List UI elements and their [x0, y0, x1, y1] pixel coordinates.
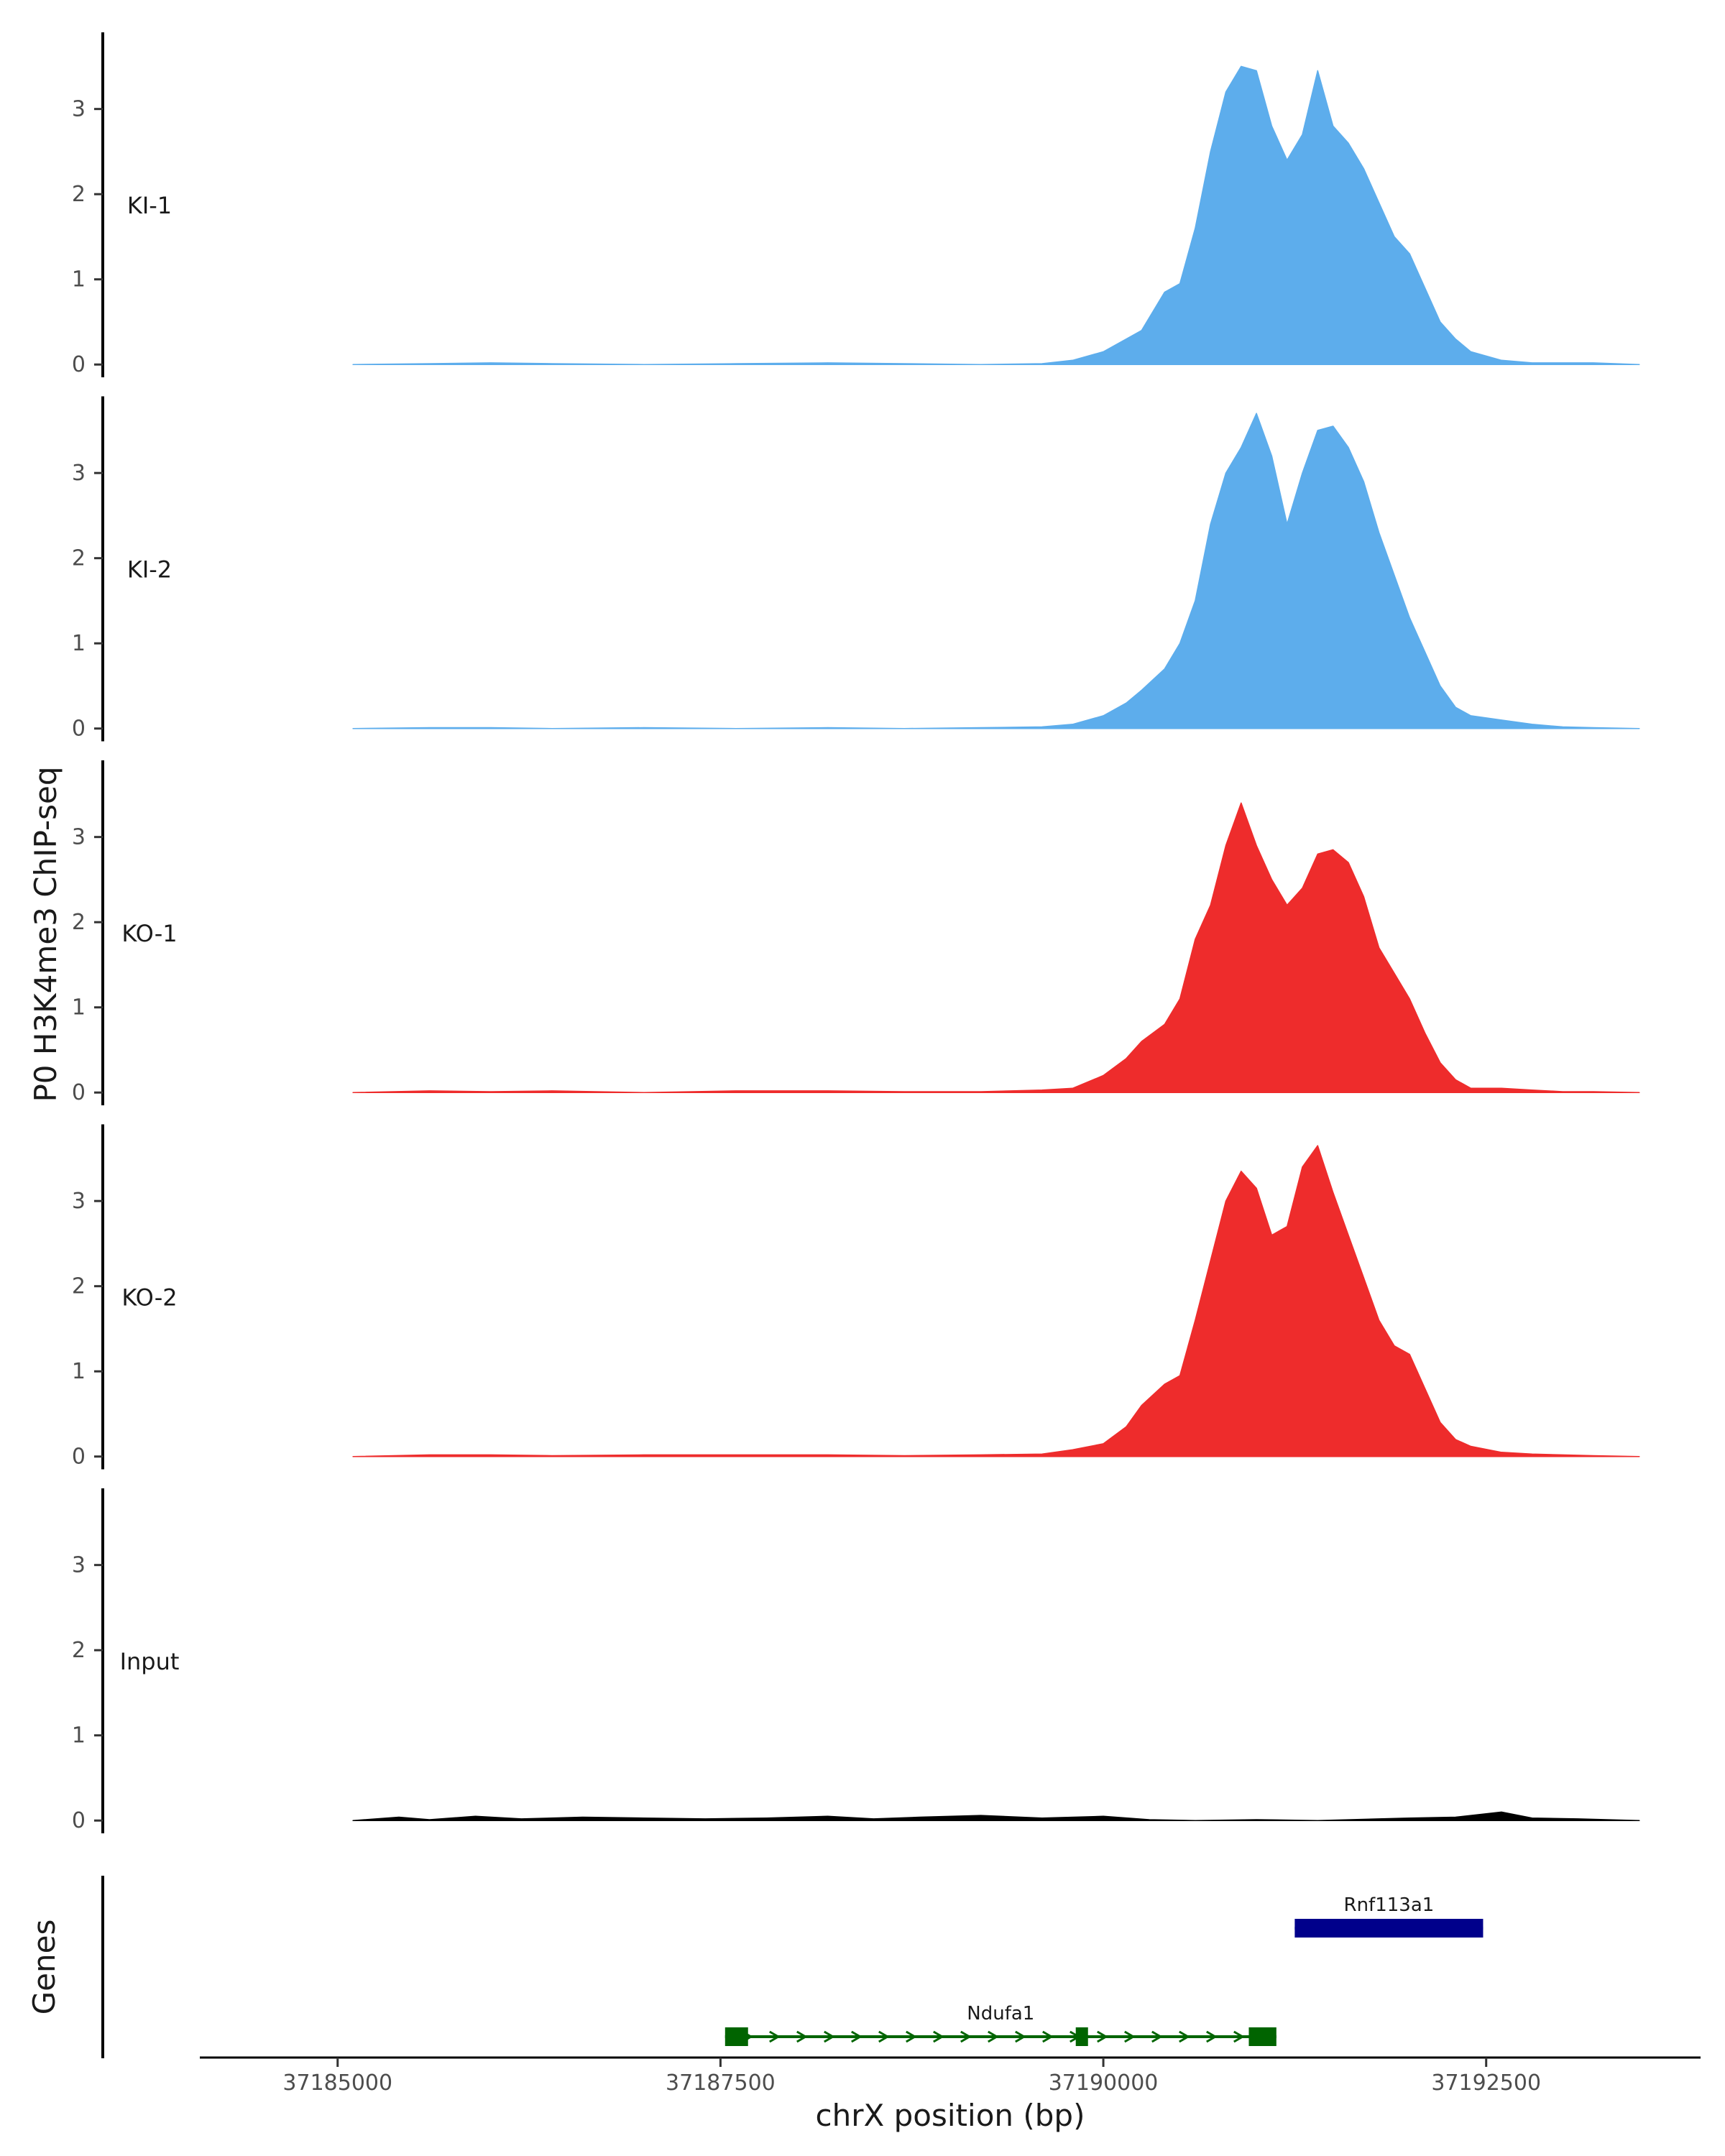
gene-rnf113a1: Rnf113a1 [1294, 1894, 1484, 1938]
y-tick-label: 0 [72, 1808, 86, 1833]
genes-track: Genes Rnf113a1 Ndufa1 [27, 1876, 1484, 2058]
strand-chevron [769, 2030, 781, 2043]
strand-chevron [960, 2030, 972, 2043]
y-tick-label: 0 [72, 1080, 86, 1105]
genes-track-label: Genes [27, 1920, 62, 2015]
track-label: KI-2 [127, 556, 172, 584]
strand-chevron [1179, 2030, 1190, 2043]
gene-exon [724, 2027, 748, 2046]
strand-chevron [1124, 2030, 1136, 2043]
strand-chevron [1310, 1922, 1322, 1935]
y-tick-label: 2 [72, 910, 86, 935]
strand-chevron [1392, 1922, 1404, 1935]
x-axis-title: chrX position (bp) [816, 2098, 1085, 2133]
x-tick-label: 37187500 [666, 2070, 776, 2096]
y-tick-label: 1 [72, 1359, 86, 1384]
strand-chevron [1233, 2030, 1245, 2043]
y-tick-label: 1 [72, 995, 86, 1021]
y-tick-label: 1 [72, 631, 86, 656]
strand-chevron [878, 2030, 890, 2043]
y-tick-label: 1 [72, 1723, 86, 1749]
gene-name-label: Rnf113a1 [1344, 1894, 1435, 1916]
track-panel-ko-2: 0 1 2 3 KO-2 [72, 1124, 1640, 1470]
strand-chevron [824, 2030, 835, 2043]
x-axis: chrX position (bp) 37185000 37187500 37190… [200, 2056, 1701, 2133]
y-axis-title: P0 H3K4me3 ChIP-seq [28, 766, 63, 1102]
x-tick-label: 37192500 [1431, 2070, 1541, 2096]
strand-chevron [1151, 2030, 1163, 2043]
y-tick-label: 0 [72, 717, 86, 742]
gene-exon [1294, 1919, 1484, 1938]
coverage-area-ko-2 [352, 1145, 1640, 1457]
strand-chevron [1042, 2030, 1054, 2043]
coverage-area-input [352, 1811, 1640, 1821]
y-tick-label: 3 [72, 1189, 86, 1214]
track-label: KO-1 [121, 920, 177, 947]
strand-chevron [1206, 2030, 1218, 2043]
x-tick-label: 37190000 [1049, 2070, 1159, 2096]
strand-chevron [1364, 1922, 1376, 1935]
strand-chevron [1337, 1922, 1349, 1935]
y-tick-label: 3 [72, 1553, 86, 1578]
track-panel-ki-1: 0 1 2 3 KI-1 [72, 32, 1640, 377]
strand-chevron [1419, 1922, 1431, 1935]
strand-chevron [1070, 2030, 1081, 2043]
strand-chevron [906, 2030, 917, 2043]
y-tick-label: 0 [72, 352, 86, 377]
strand-chevron [742, 2030, 753, 2043]
track-panel-input: 0 1 2 3 Input [72, 1488, 1640, 1833]
strand-chevron [1446, 1922, 1458, 1935]
strand-chevron [796, 2030, 808, 2043]
strand-chevron [1097, 2030, 1108, 2043]
track-label: KO-2 [121, 1284, 177, 1312]
gene-exon [1075, 2027, 1088, 2046]
track-label: Input [120, 1648, 180, 1675]
strand-chevron [988, 2030, 999, 2043]
gene-exon [1248, 2027, 1276, 2046]
gene-ndufa1: Ndufa1 [724, 2003, 1276, 2046]
y-tick-label: 2 [72, 546, 86, 571]
strand-chevron [1015, 2030, 1026, 2043]
y-tick-label: 3 [72, 97, 86, 122]
y-tick-label: 3 [72, 825, 86, 850]
coverage-area-ki-1 [352, 65, 1640, 365]
gene-name-label: Ndufa1 [967, 2003, 1034, 2024]
strand-chevron [933, 2030, 944, 2043]
track-panel-ko-1: 0 1 2 3 KO-1 [72, 760, 1640, 1105]
y-tick-label: 0 [72, 1445, 86, 1470]
y-tick-label: 1 [72, 267, 86, 292]
y-tick-label: 2 [72, 1274, 86, 1299]
coverage-area-ko-1 [352, 802, 1640, 1093]
track-panel-ki-2: 0 1 2 3 KI-2 [72, 396, 1640, 742]
strand-chevron [851, 2030, 862, 2043]
coverage-tracks: 0 1 2 3 KI-1 0 1 2 3 KI-2 0 1 2 3 KO-1 0 1 2 3 KO-2 0 1 2 3 Inpu… [72, 32, 1640, 1833]
track-label: KI-1 [127, 192, 172, 219]
y-tick-label: 2 [72, 182, 86, 207]
coverage-area-ki-2 [352, 413, 1640, 729]
x-tick-label: 37185000 [282, 2070, 392, 2096]
y-tick-label: 2 [72, 1638, 86, 1663]
y-tick-label: 3 [72, 461, 86, 486]
